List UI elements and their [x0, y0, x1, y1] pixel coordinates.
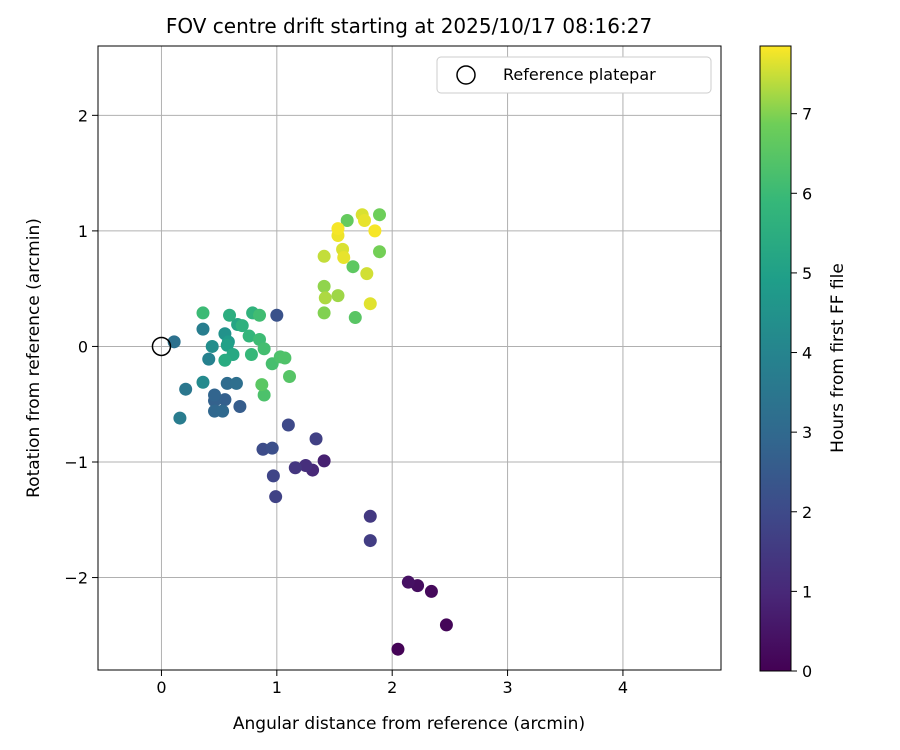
data-point	[173, 411, 187, 425]
data-point	[340, 213, 354, 227]
colorbar-ticks: 0 1 2 3 4 5 6 7	[791, 105, 812, 681]
data-point	[179, 382, 193, 396]
data-point	[391, 642, 405, 656]
data-point	[218, 353, 232, 367]
data-point	[317, 306, 331, 320]
data-point	[229, 376, 243, 390]
x-tick-label: 1	[272, 678, 282, 697]
data-point	[196, 306, 210, 320]
data-point	[208, 388, 222, 402]
y-tick-label: −1	[64, 453, 88, 472]
x-axis-ticks: 0 1 2 3 4	[156, 670, 628, 697]
x-tick-label: 2	[387, 678, 397, 697]
colorbar-tick-label: 4	[802, 344, 812, 363]
y-tick-label: 0	[78, 337, 88, 356]
data-point	[373, 245, 387, 259]
data-point	[235, 319, 249, 333]
data-point	[309, 432, 323, 446]
plot-frame	[97, 45, 722, 671]
colorbar-tick-label: 0	[802, 662, 812, 681]
data-point	[269, 490, 283, 504]
data-point	[278, 351, 292, 365]
legend-entry-reference-platepar: Reference platepar	[503, 65, 656, 84]
data-point	[368, 224, 382, 238]
y-axis-ticks: −2 −1 0 1 2	[64, 106, 98, 588]
data-point	[346, 260, 360, 274]
data-point	[196, 375, 210, 389]
data-point	[317, 249, 331, 263]
legend: Reference platepar	[436, 56, 712, 94]
data-point	[363, 509, 377, 523]
x-tick-label: 0	[156, 678, 166, 697]
y-tick-label: 1	[78, 222, 88, 241]
data-point	[233, 400, 247, 414]
x-axis-label: Angular distance from reference (arcmin)	[233, 714, 585, 734]
data-point	[281, 418, 295, 432]
data-points	[167, 208, 453, 656]
data-point	[265, 441, 279, 455]
colorbar-tick-label: 6	[802, 184, 812, 203]
chart-title: FOV centre drift starting at 2025/10/17 …	[166, 14, 652, 38]
data-point	[373, 208, 387, 222]
data-point	[348, 311, 362, 325]
data-point	[255, 378, 269, 392]
data-point	[363, 297, 377, 311]
data-point	[358, 213, 372, 227]
legend-box	[436, 56, 712, 94]
y-tick-label: −2	[64, 569, 88, 588]
colorbar-tick-label: 5	[802, 264, 812, 283]
legend-reference-marker	[456, 65, 476, 85]
data-point	[257, 388, 271, 402]
data-point	[220, 338, 234, 352]
colorbar: 0 1 2 3 4 5 6 7 Hours from first FF file	[759, 45, 848, 681]
y-tick-label: 2	[78, 106, 88, 125]
data-point	[220, 376, 234, 390]
data-point	[299, 458, 313, 472]
data-point	[216, 404, 230, 418]
data-point	[223, 308, 237, 322]
data-point	[202, 352, 216, 366]
data-point	[270, 308, 284, 322]
data-point	[196, 322, 210, 336]
data-point	[266, 469, 280, 483]
colorbar-tick-label: 7	[802, 105, 812, 124]
colorbar-tick-label: 1	[802, 582, 812, 601]
data-point	[337, 250, 351, 264]
data-point	[363, 534, 377, 548]
colorbar-label: Hours from first FF file	[828, 263, 848, 453]
colorbar-tick-label: 3	[802, 423, 812, 442]
colorbar-gradient	[759, 45, 792, 672]
x-tick-label: 4	[618, 678, 628, 697]
reference-platepar-marker	[151, 336, 172, 357]
data-point	[439, 618, 453, 632]
data-point	[401, 575, 415, 589]
data-point	[331, 289, 345, 303]
data-point	[317, 454, 331, 468]
data-point	[244, 348, 258, 362]
data-point	[253, 308, 267, 322]
data-point	[257, 342, 271, 356]
colorbar-tick-label: 2	[802, 503, 812, 522]
data-point	[331, 222, 345, 236]
x-tick-label: 3	[502, 678, 512, 697]
data-point	[283, 369, 297, 383]
y-axis-label: Rotation from reference (arcmin)	[24, 218, 44, 498]
data-point	[360, 267, 374, 281]
data-point	[317, 279, 331, 293]
data-point	[288, 461, 302, 475]
data-point	[318, 291, 332, 305]
data-point	[424, 584, 438, 598]
data-point	[218, 393, 232, 407]
data-point	[242, 329, 256, 343]
data-point	[205, 339, 219, 353]
